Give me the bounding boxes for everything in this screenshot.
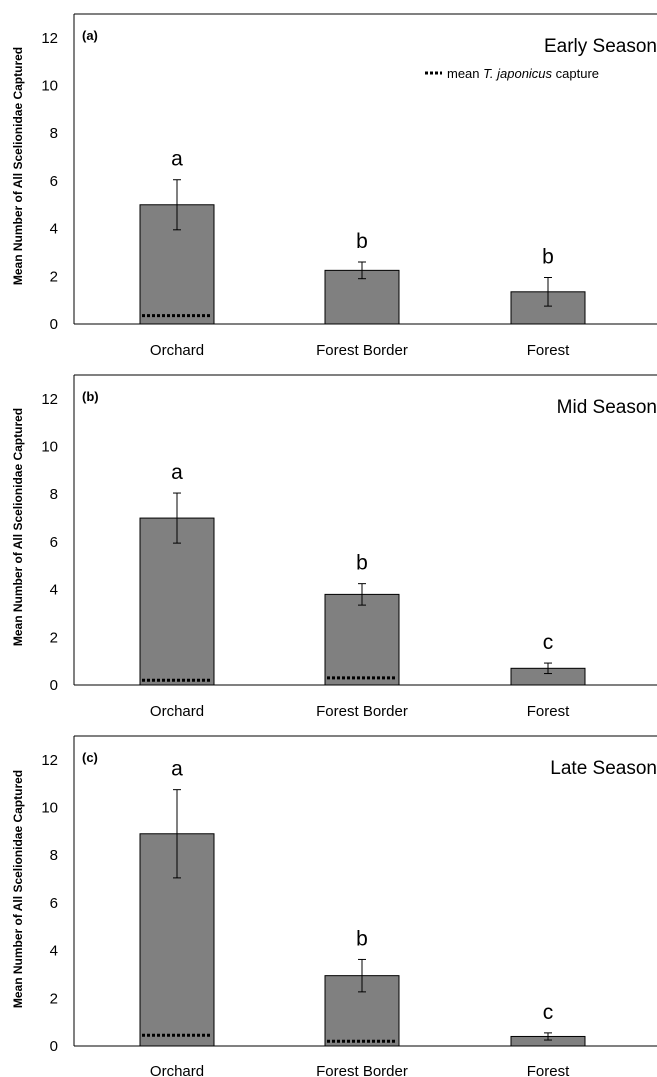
- panel-label: (c): [82, 750, 98, 765]
- y-tick-label: 0: [50, 1038, 58, 1055]
- y-axis-label: Mean Number of All Scelionidae Captured: [11, 408, 25, 646]
- category-label: Forest: [527, 342, 570, 359]
- y-tick-label: 10: [41, 439, 58, 456]
- y-tick-label: 12: [41, 752, 58, 769]
- significance-letter: a: [171, 461, 183, 484]
- category-label: Orchard: [150, 342, 204, 359]
- panel-a: 0 2 4 6 8 10 12 a Orchard b Forest Border b Forest (a…: [11, 13, 657, 359]
- y-tick-label: 4: [50, 943, 58, 960]
- y-tick-label: 2: [50, 629, 58, 646]
- bar-forest-border: [324, 269, 400, 325]
- significance-letter: c: [543, 631, 554, 654]
- significance-letter: a: [171, 148, 183, 171]
- significance-letter: b: [356, 927, 368, 950]
- legend-label: mean T. japonicus capture: [447, 66, 599, 81]
- legend: mean T. japonicus capture: [425, 66, 599, 81]
- category-label: Forest Border: [316, 342, 408, 359]
- legend-species: T. japonicus: [483, 66, 552, 81]
- significance-letter: c: [543, 1001, 554, 1024]
- bar-forest-border: [324, 593, 400, 686]
- y-tick-label: 4: [50, 582, 58, 599]
- y-tick-label: 8: [50, 486, 58, 503]
- y-tick-label: 2: [50, 268, 58, 285]
- panel-b: 0 2 4 6 8 10 12 a Orchard b Forest Border c Forest (b…: [11, 374, 657, 720]
- category-label: Forest: [527, 1063, 570, 1077]
- panel-c: 0 2 4 6 8 10 12 a Orchard b Forest Border c Forest (c…: [11, 735, 657, 1077]
- y-tick-label: 10: [41, 800, 58, 817]
- y-tick-label: 0: [50, 316, 58, 333]
- y-tick-label: 6: [50, 173, 58, 190]
- y-tick-label: 8: [50, 847, 58, 864]
- y-tick-label: 8: [50, 125, 58, 142]
- category-label: Forest Border: [316, 1063, 408, 1077]
- y-tick-label: 6: [50, 895, 58, 912]
- category-label: Orchard: [150, 1063, 204, 1077]
- panel-label: (a): [82, 28, 98, 43]
- legend-prefix: mean: [447, 66, 483, 81]
- y-axis-label: Mean Number of All Scelionidae Captured: [11, 770, 25, 1008]
- y-tick-label: 4: [50, 221, 58, 238]
- y-tick-label: 6: [50, 534, 58, 551]
- legend-suffix: capture: [552, 66, 599, 81]
- category-label: Forest Border: [316, 703, 408, 720]
- bar-orchard: [139, 517, 215, 686]
- category-label: Orchard: [150, 703, 204, 720]
- significance-letter: a: [171, 758, 183, 781]
- y-axis-label: Mean Number of All Scelionidae Captured: [11, 47, 25, 285]
- category-label: Forest: [527, 703, 570, 720]
- y-tick-label: 2: [50, 990, 58, 1007]
- y-tick-label: 0: [50, 677, 58, 694]
- season-title: Mid Season: [557, 397, 657, 418]
- panel-label: (b): [82, 389, 99, 404]
- season-title: Early Season: [544, 36, 657, 57]
- significance-letter: b: [542, 246, 554, 269]
- significance-letter: b: [356, 230, 368, 253]
- y-tick-label: 10: [41, 78, 58, 95]
- y-tick-label: 12: [41, 30, 58, 47]
- season-title: Late Season: [550, 758, 657, 779]
- significance-letter: b: [356, 552, 368, 575]
- y-tick-label: 12: [41, 391, 58, 408]
